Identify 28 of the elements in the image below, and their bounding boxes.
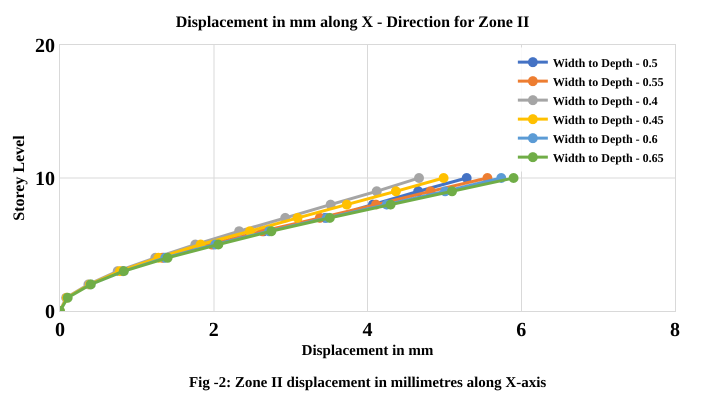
legend-label: Width to Depth - 0.65: [552, 150, 664, 165]
legend-label: Width to Depth - 0.55: [552, 74, 664, 89]
point: [213, 240, 224, 250]
point: [386, 200, 396, 210]
point: [508, 173, 519, 183]
point: [438, 173, 449, 183]
legend-label: Width to Depth - 0.6: [552, 132, 658, 146]
x-axis-title: Displacement in mm: [302, 343, 434, 359]
point: [414, 173, 424, 183]
point: [447, 186, 458, 196]
x-tick-label: 8: [670, 319, 680, 341]
y-axis-title: Storey Level: [10, 134, 28, 221]
x-tick-label: 4: [362, 319, 372, 341]
legend-label: Width to Depth - 0.45: [552, 112, 664, 127]
y-tick-label: 20: [35, 35, 55, 57]
point: [162, 252, 173, 263]
legend-label: Width to Depth - 0.4: [552, 94, 658, 108]
legend-label: Width to Depth - 0.5: [552, 56, 658, 70]
point: [292, 212, 303, 223]
text: Fig -2: Zone II displacement in millimetres along X-axis: [189, 375, 546, 391]
point: [390, 186, 401, 196]
x-tick-label: 2: [208, 319, 219, 341]
chart-title: Displacement in mm along X - Direction for Zone II: [176, 14, 530, 32]
y-tick-label: 10: [35, 168, 55, 190]
point: [324, 212, 335, 223]
point: [342, 200, 352, 210]
x-tick-label: 6: [516, 319, 526, 341]
y-tick-label: 0: [45, 301, 55, 323]
